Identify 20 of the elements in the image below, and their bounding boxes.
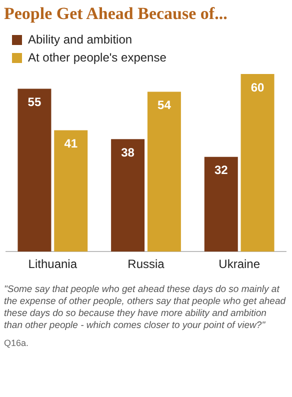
bar <box>204 156 238 252</box>
legend-label: Ability and ambition <box>28 32 132 46</box>
bar <box>240 74 274 252</box>
text: "Some say that people who get ahead these days do so mainly at the expense of other people, others say that people who get ahead these days do so because they have more ability and ambition than other people - which comes closer to your point of view?" <box>4 284 286 332</box>
data-label: 38 <box>121 145 135 160</box>
x-tick-label: Russia <box>128 257 165 272</box>
text: Q16a. <box>4 338 30 348</box>
bar <box>18 88 52 252</box>
x-tick-label: Ukraine <box>218 257 260 272</box>
bar <box>111 139 145 252</box>
data-label: 32 <box>214 163 228 178</box>
legend-label: At other people's expense <box>28 50 167 64</box>
bar <box>147 92 181 252</box>
data-label: 41 <box>64 136 78 151</box>
x-tick-label: Lithuania <box>28 257 78 272</box>
data-label: 54 <box>158 98 172 112</box>
data-label: 55 <box>28 95 42 110</box>
bar <box>54 130 88 252</box>
chart-title: People Get Ahead Because of... <box>4 4 228 25</box>
data-label: 60 <box>250 80 265 94</box>
